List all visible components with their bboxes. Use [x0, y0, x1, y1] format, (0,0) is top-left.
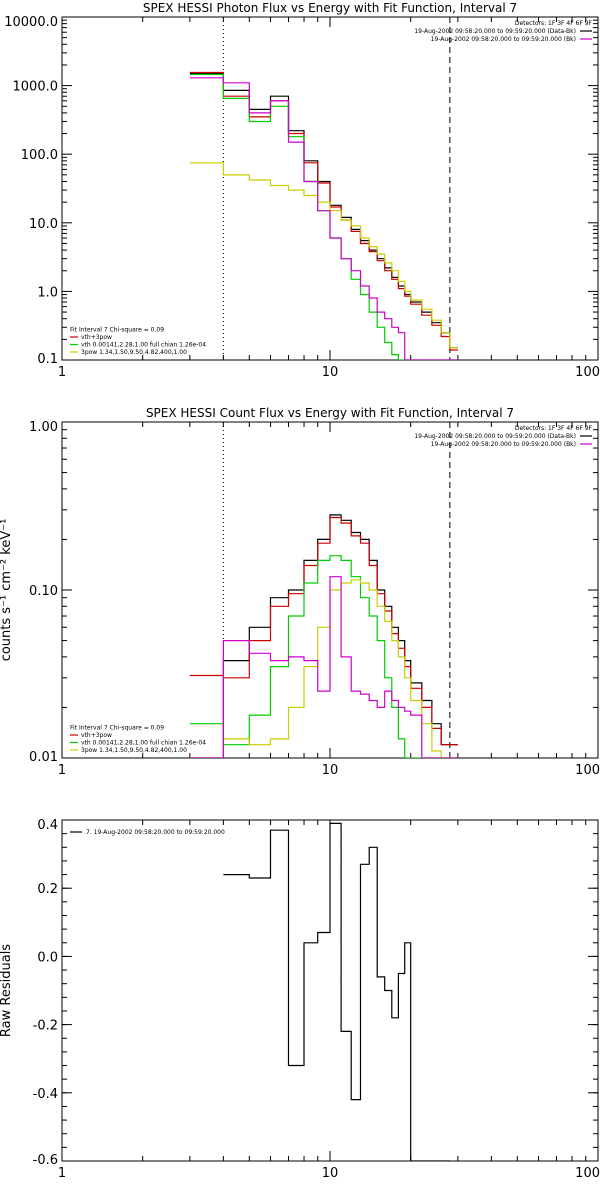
photon-flux-panel: SPEX HESSI Photon Flux vs Energy with Fi…: [4, 1, 600, 380]
legend-bottom-text: vth 0.00141,2.28,1.00 full chian 1.26e-0…: [81, 740, 206, 747]
legend-bottom-text: vth 0.00141,2.28,1.00 full chian 1.26e-0…: [81, 342, 206, 349]
series-line-4: [189, 576, 458, 758]
y-tick-label: -0.4: [33, 1087, 58, 1102]
legend-bottom-text: 3pow 1.34,1.50,9.50,4.82,400,1.00: [81, 747, 187, 754]
count-flux-panel: SPEX HESSI Count Flux vs Energy with Fit…: [0, 406, 600, 778]
x-tick-label: 100: [575, 365, 600, 380]
y-tick-label: -0.2: [33, 1019, 58, 1034]
x-tick-label: 1: [58, 365, 66, 380]
y-tick-label: 0.10: [29, 584, 58, 599]
x-tick-label: 10: [322, 365, 339, 380]
y-tick-label: 100.0: [21, 148, 58, 163]
y-tick-label: 0.2: [37, 882, 58, 897]
legend-bottom-text: 3pow 1.34,1.50,9.50,4.82,400,1.00: [81, 349, 187, 356]
y-tick-label: -0.6: [33, 1153, 58, 1168]
x-tick-label: 1: [58, 763, 66, 778]
legend-top-text: 19-Aug-2002 09:58:20.000 to 09:59:20.000…: [431, 441, 576, 448]
series-line-1: [189, 516, 458, 746]
series-group: [189, 514, 458, 758]
legend-top-text: 19-Aug-2002 09:58:20.000 to 09:59:20.000…: [431, 36, 576, 43]
legend-bottom-text: Fit Interval 7 Chi-square = 0.09: [70, 327, 164, 334]
chart-title: SPEX HESSI Photon Flux vs Energy with Fi…: [143, 1, 517, 15]
legend-top-text: Detectors: 1F 3F 4F 6F 9F: [515, 425, 593, 432]
series-group: [223, 822, 450, 1161]
legend-top-text: 19-Aug-2002 09:58:20.000 to 09:59:20.000…: [414, 433, 576, 440]
x-tick-label: 1: [58, 1166, 66, 1181]
series-line-0: [223, 822, 450, 1161]
legend-bottom-text: vth+3pow: [81, 334, 112, 341]
residuals-panel: 1 10 100 -0.6 -0.4 -0.2 0.0 0.2 0.4 Raw Residuals…: [0, 818, 600, 1181]
y-tick-label: 0.0: [37, 950, 58, 965]
legend-bottom-text: Fit Interval 7 Chi-square = 0.09: [70, 725, 164, 732]
series-line-2: [189, 73, 458, 360]
x-tick-label: 100: [575, 763, 600, 778]
series-line-3: [189, 162, 458, 349]
y-axis-label: counts s⁻¹ cm⁻² keV⁻¹: [0, 519, 14, 662]
legend-top-text: 7. 19-Aug-2002 09:58:20.000 to 09:59:20.…: [86, 829, 225, 836]
y-tick-label: 0.1: [37, 352, 58, 367]
y-tick-label: 10000.0: [4, 15, 58, 30]
y-tick-label: 1.0: [37, 285, 58, 300]
y-tick-label: 0.01: [29, 750, 58, 765]
y-tick-label: 1.00: [29, 420, 58, 435]
y-tick-label: 0.4: [37, 818, 58, 833]
chart-title: SPEX HESSI Count Flux vs Energy with Fit…: [146, 406, 514, 420]
x-tick-label: 10: [322, 1166, 339, 1181]
y-tick-label: 1000.0: [13, 80, 59, 95]
y-tick-label: 10.0: [29, 217, 58, 232]
series-group: [189, 71, 458, 360]
y-axis-label: Raw Residuals: [0, 944, 14, 1037]
series-line-0: [189, 514, 458, 758]
legend-top-text: Detectors: 1F 3F 4F 6F 9F: [515, 20, 593, 27]
legend-top-text: 19-Aug-2002 09:58:20.000 to 09:59:20.000…: [414, 28, 576, 35]
legend-bottom-text: vth+3pow: [81, 732, 112, 739]
series-line-4: [189, 77, 458, 360]
series-line-3: [189, 579, 458, 758]
x-tick-label: 100: [575, 1166, 600, 1181]
series-line-2: [189, 555, 458, 758]
x-tick-label: 10: [322, 763, 339, 778]
